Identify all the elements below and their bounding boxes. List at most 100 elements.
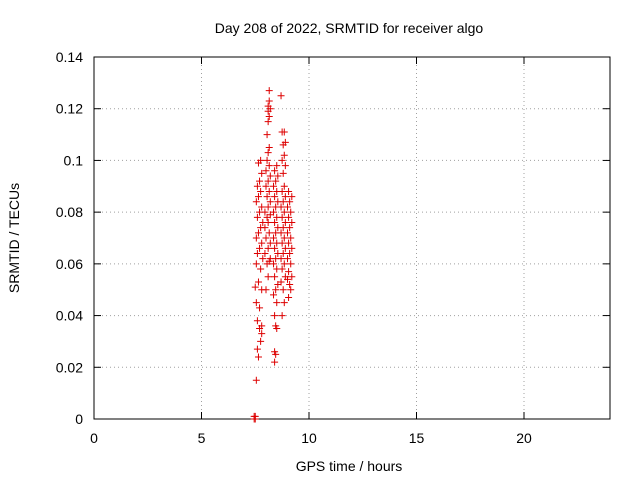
data-point [285, 268, 293, 276]
plot-frame [93, 56, 611, 420]
data-point [263, 193, 271, 201]
data-point [272, 286, 280, 294]
data-point [281, 218, 289, 226]
x-axis-label: GPS time / hours [296, 458, 403, 474]
data-point [271, 193, 279, 201]
data-point [253, 345, 261, 353]
data-point [254, 193, 262, 201]
y-tick-label: 0.1 [64, 152, 84, 168]
data-point [278, 239, 286, 247]
data-point [271, 218, 279, 226]
data-point [285, 213, 293, 221]
data-point [261, 250, 269, 258]
data-point [278, 312, 286, 320]
grid-lines [94, 57, 610, 419]
data-point [278, 213, 286, 221]
data-point [285, 293, 293, 301]
data-point [287, 234, 295, 242]
data-point [277, 229, 285, 237]
data-point [264, 102, 272, 110]
data-point [278, 187, 286, 195]
data-point [258, 322, 266, 330]
data-point [277, 92, 285, 100]
data-point [256, 244, 264, 252]
data-point [288, 218, 296, 226]
data-point [279, 224, 287, 232]
data-point [259, 255, 267, 263]
data-point [284, 203, 291, 211]
data-point [257, 156, 265, 164]
data-point [273, 299, 281, 307]
x-tick-label: 20 [516, 430, 532, 446]
y-axis-label: SRMTID / TECUs [6, 183, 22, 293]
data-point [277, 278, 285, 286]
x-tick-label: 15 [409, 430, 425, 446]
data-point [280, 234, 288, 242]
data-point [271, 273, 279, 281]
data-point [264, 218, 272, 226]
data-point [264, 177, 272, 185]
data-point [252, 376, 260, 384]
data-point [286, 250, 294, 258]
axis-ticks: 0 0.02 0.04 0.06 0.08 0.1 0.12 0.14 0 5 10 15 20 [56, 49, 610, 446]
data-point [258, 239, 266, 247]
data-point [273, 162, 281, 170]
y-tick-label: 0 [75, 411, 83, 427]
data-point [266, 172, 274, 180]
data-point [263, 156, 271, 164]
data-point [286, 281, 294, 289]
data-point [252, 299, 260, 307]
data-point [257, 187, 265, 195]
data-point [280, 151, 288, 159]
data-point [277, 255, 285, 263]
data-point [262, 182, 270, 190]
data-point [254, 229, 262, 237]
data-point [264, 149, 272, 157]
data-point [257, 337, 265, 345]
data-point [274, 172, 282, 180]
data-point [281, 193, 289, 201]
data-point [265, 229, 273, 237]
data-point [265, 187, 273, 195]
data-point [253, 213, 261, 221]
data-point [286, 224, 294, 232]
data-point [271, 358, 279, 366]
data-point [286, 198, 294, 206]
data-point [265, 97, 273, 105]
data-point [285, 187, 293, 195]
data-point [272, 177, 280, 185]
data-point [261, 224, 269, 232]
x-tick-label: 10 [301, 430, 317, 446]
data-point [284, 275, 291, 283]
data-point [278, 156, 286, 164]
data-point [256, 304, 264, 312]
data-point [264, 118, 272, 126]
data-point [261, 208, 269, 216]
x-tick-label: 5 [198, 430, 206, 446]
x-tick-label: 0 [90, 430, 98, 446]
data-point [266, 198, 274, 206]
data-point [253, 317, 261, 325]
data-point [257, 265, 265, 273]
data-point [271, 312, 279, 320]
data-point [270, 234, 278, 242]
y-tick-label: 0.06 [56, 256, 83, 272]
data-point [262, 234, 270, 242]
data-point [279, 198, 287, 206]
data-point [254, 353, 262, 361]
data-point [280, 208, 288, 216]
data-point [254, 278, 262, 286]
data-point [271, 167, 279, 175]
data-point [258, 169, 266, 177]
data-point [258, 330, 266, 338]
data-point [265, 112, 273, 120]
data-point [288, 244, 296, 252]
data-point [270, 260, 278, 268]
data-point [270, 208, 278, 216]
data-point [288, 193, 296, 201]
data-point [251, 412, 259, 420]
data-point [279, 250, 287, 258]
data-point [287, 208, 295, 216]
data-point [280, 299, 288, 307]
